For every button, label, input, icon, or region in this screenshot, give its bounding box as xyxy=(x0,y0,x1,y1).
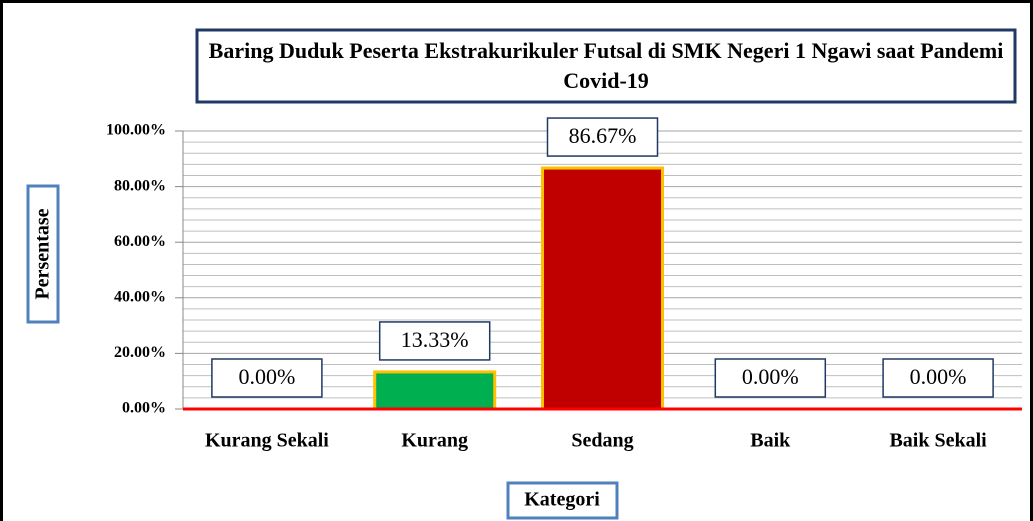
bar xyxy=(373,370,497,411)
value-label-box xyxy=(714,358,827,398)
y-label-box xyxy=(26,184,60,324)
x-tick-label: Kurang xyxy=(401,430,468,452)
y-tick-label: 0.00% xyxy=(122,400,166,417)
value-label: 0.00% xyxy=(742,364,799,389)
x-tick-label: Sedang xyxy=(571,430,633,452)
value-label-box xyxy=(546,117,659,157)
chart-title: Baring Duduk Peserta Ekstrakurikuler Fut… xyxy=(208,38,1004,93)
bar xyxy=(541,166,664,411)
value-label: 0.00% xyxy=(910,364,967,389)
value-label: 0.00% xyxy=(238,364,295,389)
x-tick-label: Kurang Sekali xyxy=(205,430,329,452)
y-tick-label: 100.00% xyxy=(106,122,166,139)
y-tick-label: 40.00% xyxy=(114,288,166,305)
value-label-box xyxy=(882,358,994,398)
value-label: 13.33% xyxy=(401,327,469,352)
y-tick-label: 20.00% xyxy=(114,344,166,361)
title-wrap: Baring Duduk Peserta Ekstrakurikuler Fut… xyxy=(208,38,1004,93)
value-label-box xyxy=(211,358,323,398)
value-label: 86.67% xyxy=(569,123,637,148)
y-tick-label: 80.00% xyxy=(114,177,166,194)
y-axis-label: Persentase xyxy=(32,208,54,299)
y-tick-label: 60.00% xyxy=(114,233,166,250)
x-label-box xyxy=(506,481,619,520)
x-tick-label: Baik Sekali xyxy=(889,430,987,452)
x-tick-label: Baik xyxy=(750,430,791,452)
x-axis-label: Kategori xyxy=(524,489,600,511)
title-box xyxy=(195,28,1017,104)
value-label-box xyxy=(378,321,491,361)
